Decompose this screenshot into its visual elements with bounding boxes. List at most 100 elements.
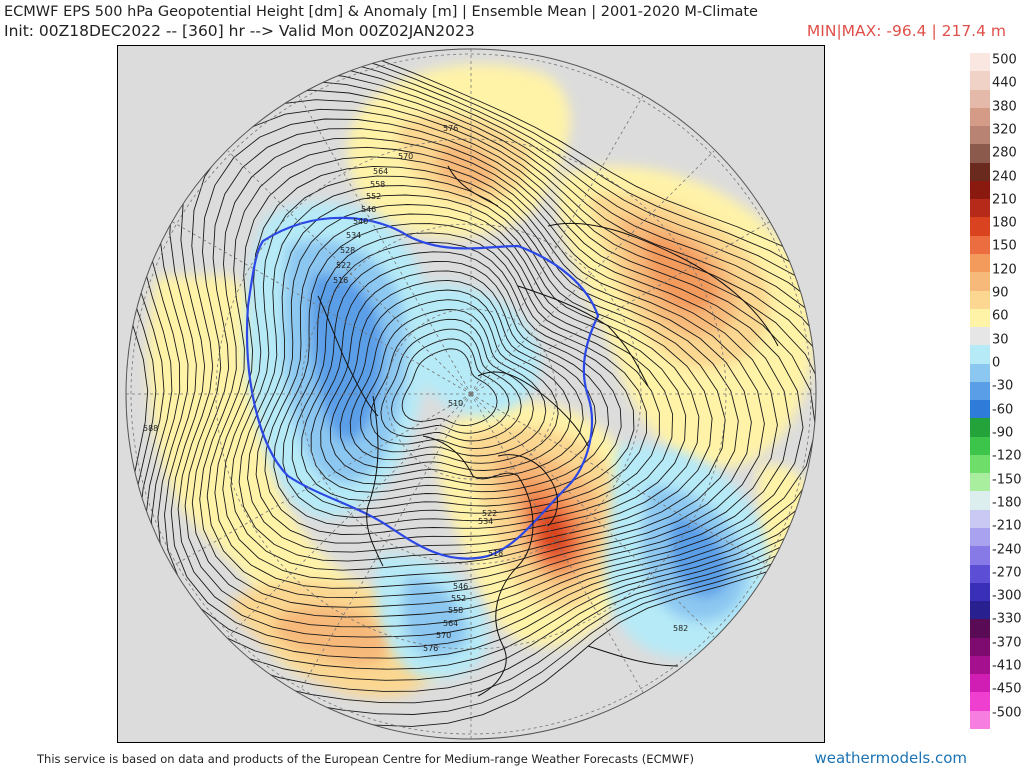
height-contour	[126, 49, 816, 715]
height-contour	[273, 223, 660, 527]
colorbar-swatch	[970, 89, 990, 109]
colorbar-swatch	[970, 710, 990, 730]
colorbar-swatch	[970, 381, 990, 401]
map-canvas: 576 570 564 558 552 546 540 534 528 522 516 510 518 5…	[125, 48, 817, 740]
colorbar-swatch	[970, 272, 990, 291]
colorbar-label: 280	[992, 145, 1017, 161]
height-contour	[170, 99, 816, 648]
height-contour	[282, 232, 648, 518]
colorbar-swatch	[970, 217, 990, 237]
contour-label: 588	[143, 424, 158, 433]
contour-label: 558	[370, 180, 385, 189]
height-contour	[206, 146, 765, 599]
height-contour	[301, 251, 622, 502]
colorbar-swatch	[970, 144, 990, 164]
colorbar-swatch	[970, 327, 990, 346]
colorbar-swatch	[970, 180, 990, 200]
colorbar-label: 210	[992, 192, 1017, 208]
colorbar-label: 180	[992, 215, 1017, 231]
contour-labels: 576 570 564 558 552 546 540 534 528 522 516 510 518 5…	[143, 124, 688, 653]
height-contour	[199, 137, 778, 608]
colorbar-label: -240	[992, 542, 1022, 558]
colorbar-swatch	[970, 363, 990, 383]
contour-label: 570	[398, 152, 413, 161]
colorbar-swatch	[970, 509, 990, 529]
height-contour	[146, 71, 816, 681]
map-disk-outline	[125, 48, 817, 740]
contour-label: 570	[436, 631, 451, 640]
height-contour	[310, 261, 609, 493]
site-link[interactable]: weathermodels.com	[814, 749, 967, 767]
colorbar-swatch	[970, 436, 990, 456]
colorbar-label: -450	[992, 681, 1022, 697]
contour-label: 510	[448, 399, 463, 408]
map-panel: 576 570 564 558 552 546 540 534 528 522 516 510 518 5…	[117, 45, 825, 743]
height-contour	[164, 89, 816, 659]
height-contour	[126, 53, 816, 704]
colorbar-label: 500	[992, 52, 1017, 68]
height-contour	[329, 279, 584, 479]
contour-label: 546	[361, 205, 376, 214]
height-contour	[349, 299, 559, 464]
anomaly-field	[126, 49, 816, 739]
contour-label: 516	[333, 276, 348, 285]
colorbar-swatch	[970, 674, 990, 693]
colorbar-swatch	[970, 162, 990, 182]
height-contour	[391, 338, 510, 434]
contour-label: 552	[451, 594, 466, 603]
height-contour	[370, 318, 534, 450]
colorbar-swatch	[970, 253, 990, 273]
colorbar-label: 440	[992, 75, 1017, 91]
height-contour	[222, 165, 739, 580]
height-contour	[126, 49, 816, 727]
colorbar-label: -300	[992, 588, 1022, 604]
height-contour	[339, 289, 572, 471]
contour-label: 564	[443, 619, 458, 628]
colorbar-label: -500	[992, 705, 1022, 721]
colorbar-swatch	[970, 126, 990, 145]
colorbar-swatch	[970, 308, 990, 328]
contour-label: 522	[482, 509, 497, 518]
height-contours	[126, 49, 816, 727]
colorbar-swatch	[970, 655, 990, 675]
height-contour	[184, 118, 804, 628]
height-contour	[320, 270, 597, 486]
colorbar-label: -30	[992, 378, 1014, 394]
colorbar-swatch	[970, 290, 990, 310]
colorbar-label: 380	[992, 99, 1017, 115]
height-contour	[264, 213, 674, 535]
contour-label: 546	[453, 582, 468, 591]
colorbar-swatch	[970, 400, 990, 419]
colorbar-label: -60	[992, 402, 1014, 418]
contour-label: 582	[673, 624, 688, 633]
height-contour	[135, 62, 816, 692]
contour-label: 518	[488, 549, 503, 558]
colorbar-label: 120	[992, 262, 1017, 278]
colorbar-swatch	[970, 528, 990, 547]
contour-558-blue	[245, 216, 600, 560]
graticule	[126, 49, 816, 739]
contour-label: 558	[448, 606, 463, 615]
colorbar-label: 150	[992, 238, 1017, 254]
colorbar-swatch	[970, 345, 990, 365]
colorbar-label: 90	[992, 285, 1009, 301]
contour-label: 576	[443, 124, 458, 133]
colorbar-label: 320	[992, 122, 1017, 138]
height-contour	[401, 348, 498, 426]
coastlines	[317, 165, 779, 697]
colorbar-swatch	[970, 637, 990, 657]
colorbar-label: -410	[992, 658, 1022, 674]
height-contour	[238, 185, 713, 562]
contour-label: 576	[423, 644, 438, 653]
map-title: ECMWF EPS 500 hPa Geopotential Height [d…	[4, 4, 758, 20]
colorbar-swatch	[970, 199, 990, 218]
colorbar-swatch	[970, 418, 990, 438]
minmax-readout: MIN|MAX: -96.4 | 217.4 m	[806, 22, 1006, 40]
contour-label: 552	[366, 192, 381, 201]
colorbar-label: -270	[992, 565, 1022, 581]
height-contour	[214, 156, 752, 589]
colorbar-swatch	[970, 491, 990, 511]
colorbar-swatch	[970, 235, 990, 255]
colorbar-label: 60	[992, 308, 1009, 324]
colorbar-swatch	[970, 107, 990, 127]
